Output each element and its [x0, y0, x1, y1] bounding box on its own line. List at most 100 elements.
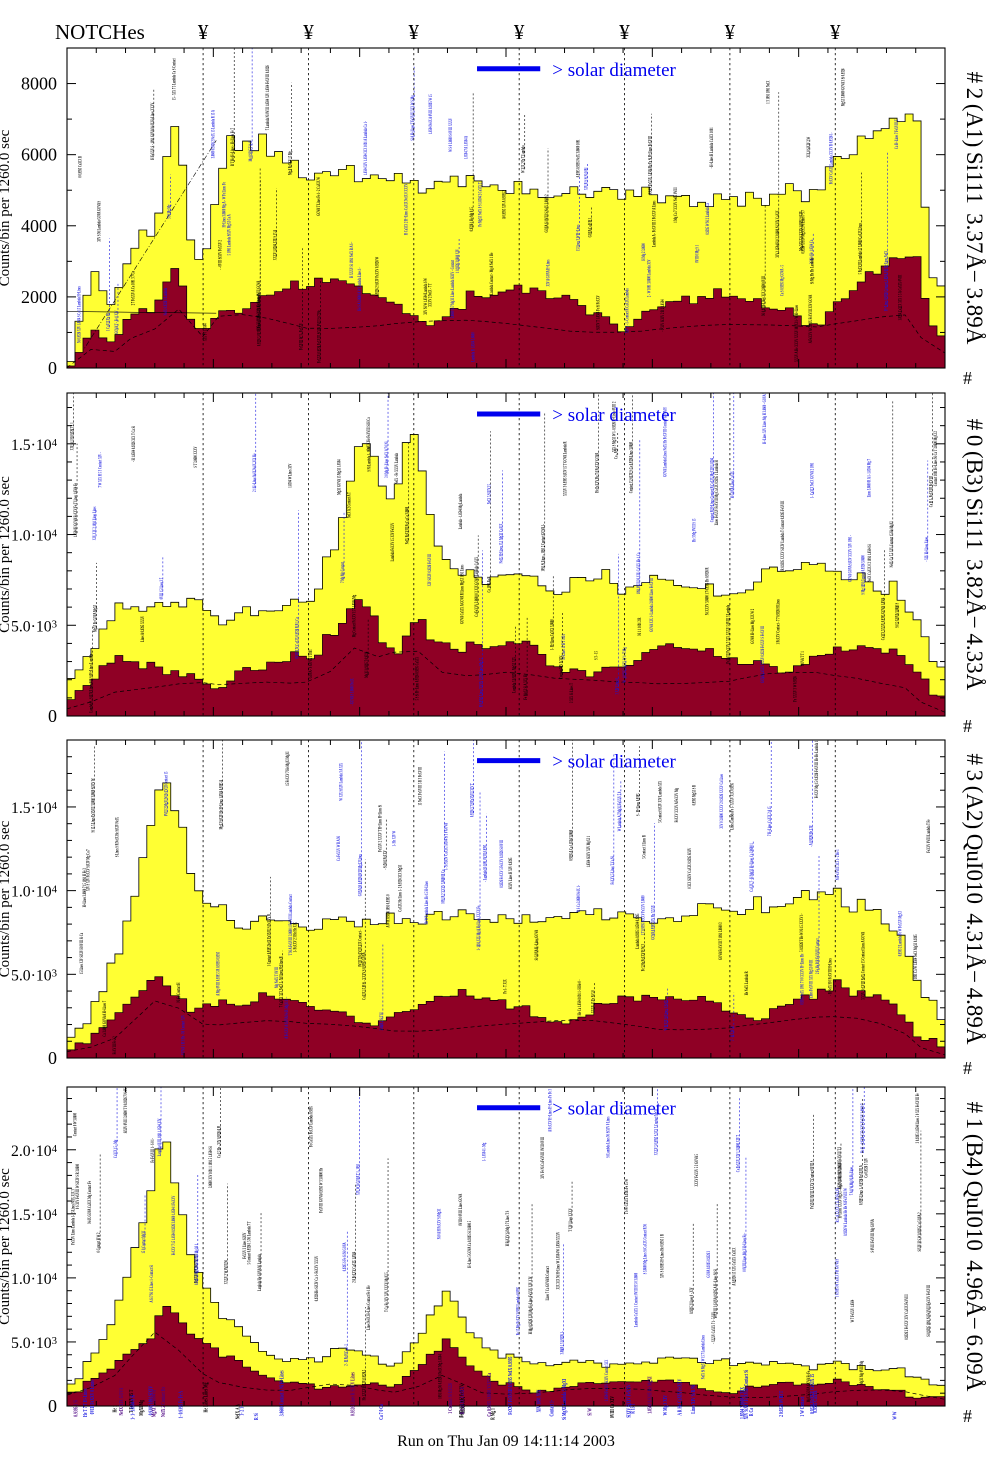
svg-text:1 Mg Ca 7 XXXV NeIX 0VIII: 1 Mg Ca 7 XXXV NeIX 0VIII — [672, 187, 678, 223]
svg-text:7 A 0 W Mg Ni H+Lines: 7 A 0 W Mg Ni H+Lines — [848, 1167, 854, 1196]
svg-text:Lines XIV Si R Ni: Lines XIV Si R Ni — [691, 1385, 697, 1414]
svg-text:0.9395 NeIX 1091 7 0 0 XXXV H+: 0.9395 NeIX 1091 7 0 0 XXXV H+Lines He — [798, 954, 804, 1005]
svg-text:GOVA 0.9395 0.9326 3: GOVA 0.9395 0.9326 3 — [705, 1250, 711, 1277]
svg-text:1- 2 1-: 1- 2 1- — [240, 1405, 246, 1415]
svg-text:1091 Ca W 1.8504 NeIX MgXI 0.9: 1091 Ca W 1.8504 NeIX MgXI 0.9395 — [912, 934, 918, 979]
svg-text:# 1 (B4) QuI010 4.96Å− 6.09Å: # 1 (B4) QuI010 4.96Å− 6.09Å — [962, 1102, 987, 1392]
svg-text:GOVA GOVA SiXIV XXXV XIV 1091: GOVA GOVA SiXIV XXXV XIV 1091 - — [846, 535, 852, 582]
svg-text:Lambda R 1.8504 3.8600: Lambda R 1.8504 3.8600 — [469, 332, 475, 362]
svg-text:1.0·104: 1.0·104 — [11, 884, 57, 901]
svg-text:FeXVIII 0VIII XXXV 7 Contact 0: FeXVIII 0VIII XXXV 7 Contact 0VIII S — [808, 1160, 814, 1208]
svg-text:Fe XXXV 3 W 0.9326: Fe XXXV 3 W 0.9326 — [792, 676, 798, 702]
svg-text:0.9326 2 SiXIV FeXXV 0.9326 W: 0.9326 2 SiXIV FeXXV 0.9326 W — [373, 256, 379, 296]
svg-text:NeIX 0.9326 3 Lambda: NeIX 0.9326 3 Lambda — [162, 287, 168, 315]
svg-text:R Si: R Si — [254, 1413, 260, 1420]
svg-text:1- FeXXV 2 3 He He XIX: 1- FeXXV 2 3 He He XIX — [291, 922, 297, 953]
svg-text:XIX XIX Ni H+Lines W 1.8504 W: XIX XIX Ni H+Lines W 1.8504 W 1.8504 XXX… — [555, 1231, 561, 1289]
svg-text:NeIX A 2 Contact A T: NeIX A 2 Contact A T — [345, 492, 351, 518]
svg-text:GOVA T - Fe 0 XIV: GOVA T - Fe 0 XIV — [113, 310, 119, 334]
svg-text:H Mg 2 3.8600: H Mg 2 3.8600 — [640, 243, 646, 261]
svg-text:XXXV FeXXV 5 3 GOVA 5: XXXV FeXXV 5 3 GOVA 5 — [693, 1154, 699, 1187]
svg-text:A 0.9395 XIV A 0.9395 2: A 0.9395 XIV A 0.9395 2 — [500, 190, 506, 219]
svg-text:Fe FeXVIII 1- S 0 1-: Fe FeXVIII 1- S 0 1- — [149, 1138, 155, 1163]
svg-text:XXXV FeXVIII NeIX Contact 15 C: XXXV FeXVIII NeIX Contact 15 Contact Lin… — [859, 931, 865, 1000]
svg-text:¥: ¥ — [514, 20, 525, 44]
svg-text:0.9395 3 Si: 0.9395 3 Si — [74, 1399, 80, 1416]
svg-text:NeIX CaXIX 0 2 1091 1.8504 Si: NeIX CaXIX 0 2 1091 1.8504 Si — [866, 544, 872, 582]
svg-text:Lines 3.8600 R A 1- 1.8504 Mg: Lines 3.8600 R A 1- 1.8504 Mg 7 — [866, 459, 872, 498]
svg-text:He 1: He 1 — [113, 1405, 119, 1413]
svg-text:NOTCHes: NOTCHes — [55, 20, 145, 44]
svg-text:15 - XIX 7 5 Lambda Ca S Conta: 15 - XIX 7 5 Lambda Ca S Contact — [170, 58, 176, 100]
svg-text:- Si Ni 0 FeXXV: - Si Ni 0 FeXXV — [381, 850, 387, 870]
svg-text:CaXIX XXXV 0.9395 GOVA 1.8504: CaXIX XXXV 0.9395 GOVA 1.8504 — [879, 597, 885, 640]
svg-text:1- H+Lines CaXIX 3.8600: 1- H+Lines CaXIX 3.8600 — [548, 619, 554, 650]
svg-text:2.0·104: 2.0·104 — [11, 1143, 57, 1160]
svg-text:XIV SiXIV FeXVIII Contact Si: XIV SiXIV FeXVIII Contact Si — [744, 1369, 750, 1419]
svg-text:He Ca 1.8504 1091 1- H He 0 -: He Ca 1.8504 1091 1- H He 0 - — [576, 979, 582, 1015]
svg-text:0.9395 0.9395 NeIX 3.8600 1091: 0.9395 0.9395 NeIX 3.8600 1091 — [574, 139, 580, 177]
svg-text:XXXV FeXXV 1.8504 He Fe Si H+L: XXXV FeXXV 1.8504 He Fe Si H+Lines FeXVI… — [647, 136, 653, 195]
svg-text:0VIII 15 Lines 3 7: 0VIII 15 Lines 3 7 — [158, 577, 164, 599]
svg-text:1.8504 SiXIV XIV MgXI 1: 1.8504 SiXIV XIV MgXI 1 — [585, 836, 591, 867]
svg-text:> solar diameter: > solar diameter — [552, 405, 676, 426]
svg-text:Si Lambda Lines Ni SiXIV 0 Lin: Si Lambda Lines Ni SiXIV 0 Lines — [605, 1116, 611, 1157]
svg-text:T XIV Lines XXXV: T XIV Lines XXXV — [567, 1208, 573, 1232]
svg-text:Mg 0 FeXXV 15 Mg: Mg 0 FeXXV 15 Mg — [286, 151, 292, 175]
svg-text:He T 7 T H+Lines: He T 7 T H+Lines — [83, 1388, 89, 1417]
svg-text:XXXV 3 0.9395 SiXIV 15 T GOVA: XXXV 3 0.9395 SiXIV 15 T GOVA Lambda R — [561, 441, 567, 496]
svg-text:3.8600 7 Si T H: 3.8600 7 Si T H — [378, 1012, 384, 1030]
svg-text:0.9395 Lines 1- 0.9326 FeXVIII: 0.9395 Lines 1- 0.9326 FeXVIII A — [857, 1165, 863, 1205]
svg-text:¥: ¥ — [830, 20, 841, 44]
svg-text:FeXVIII GOVA 0.9395 W 3 3.8600: FeXVIII GOVA 0.9395 W 3 3.8600 He — [318, 1168, 324, 1213]
svg-text:W S 0 3.8600 S 0VIII XXXV: W S 0 3.8600 S 0VIII XXXV — [447, 118, 453, 152]
svg-text:1 0.9395 Ni CaXIX 0 H GOVA S: 1 0.9395 Ni CaXIX 0 H GOVA S — [833, 1259, 839, 1298]
svg-text:He XXXV SiXIV 0.9326 5: He XXXV SiXIV 0.9326 5 — [360, 1369, 366, 1400]
svg-text:Counts/bin per 1260.0 sec: Counts/bin per 1260.0 sec — [0, 1168, 13, 1325]
svg-text:1091 0VIII Ni XIV CaXIX He 1 C: 1091 0VIII Ni XIV CaXIX He 1 Ca — [635, 552, 641, 594]
svg-text:MgXI GOVA 15 MgXI 1.8504: MgXI GOVA 15 MgXI 1.8504 — [335, 459, 341, 495]
svg-text:1.5·104: 1.5·104 — [11, 1207, 57, 1224]
svg-text:R 15 T: R 15 T — [631, 1403, 637, 1414]
svg-text:1.8504 W Lines XIV: 1.8504 W Lines XIV — [286, 463, 292, 488]
svg-text:He FeXXV He T 0 FeXXV GOVA: He FeXXV He T 0 FeXXV GOVA — [594, 452, 600, 493]
svg-text:S Mg 1091 Contact 0.9326 3.860: S Mg 1091 Contact 0.9326 3.8600 — [860, 555, 866, 595]
svg-text:Ca 3.8600 GOVA A H+Lines 7: Ca 3.8600 GOVA A H+Lines 7 — [101, 1000, 107, 1036]
svg-text:¥: ¥ — [725, 20, 736, 44]
svg-text:Lines Lambda Fe 1- XXXV XIX 0.: Lines Lambda Fe 1- XXXV XIX 0.9395 — [729, 783, 735, 830]
svg-text:0.9395 CaXIX: 0.9395 CaXIX — [813, 1390, 819, 1413]
svg-text:S T 3.8600 XXXV: S T 3.8600 XXXV — [192, 446, 198, 468]
svg-text:XIV A GOVA H+Lines: XIV A GOVA H+Lines — [545, 259, 551, 286]
svg-text:> solar diameter: > solar diameter — [552, 752, 676, 773]
svg-text:XIV 0 3.8600 XXXV 2 0.9326 XXX: XIV 0 3.8600 XXXV 2 0.9326 XXXV Ca Lines — [718, 774, 724, 829]
svg-text:NeIX Ca 7 5 XIX Contact 15 He: NeIX Ca 7 5 XIX Contact 15 He MgXI — [888, 521, 894, 567]
svg-text:1- 1- 1.8504 0 Si: 1- 1- 1.8504 0 Si — [131, 1394, 137, 1420]
svg-text:Contact 15 SiXIV S Ca 0.9326 L: Contact 15 SiXIV S Ca 0.9326 Lines 3.860… — [627, 442, 633, 494]
svg-text:XIV S Ni Lambda GOVA GOVA S: XIV S Ni Lambda GOVA GOVA S — [95, 201, 101, 242]
svg-text:Ni XXXV 3.8600 1 7 0.9395 He 0: Ni XXXV 3.8600 1 7 0.9395 He 0.9326 R — [704, 567, 710, 615]
svg-text:R CaXIX CaXIX: R CaXIX CaXIX — [460, 1387, 466, 1415]
svg-text:Contact 0 W 3.8600: Contact 0 W 3.8600 — [71, 1113, 77, 1137]
svg-text:Si W: Si W — [588, 1408, 594, 1416]
svg-text:2 - W 1091 3.8600 Lambda XIV: 2 - W 1091 3.8600 Lambda XIV — [645, 259, 651, 297]
svg-text:A FeXXV A CaXIX FeXVIII XIV GO: A FeXXV A CaXIX FeXVIII XIV GOVA — [807, 294, 813, 343]
svg-text:CaXIX He FeXVIII Si H Ca: CaXIX He FeXVIII Si H Ca — [365, 417, 371, 451]
svg-text:1.8504 7 A 1.8504 A: 1.8504 7 A 1.8504 A — [462, 135, 468, 159]
svg-text:1- He XIV W: 1- He XIV W — [390, 830, 396, 846]
svg-text:Si MgXI Lambda 3 MgXI: Si MgXI Lambda 3 MgXI — [562, 1379, 568, 1420]
svg-text:A FeXXV A GOVA NeIX MgXI 1- -: A FeXXV A GOVA NeIX MgXI 1- - — [283, 997, 289, 1039]
svg-text:SiXIV T 1.8504 Fe Si FeXXV: SiXIV T 1.8504 Fe Si FeXXV — [595, 295, 601, 330]
svg-text:GOVA - S GOVA T 1091: GOVA - S GOVA T 1091 — [307, 649, 313, 678]
svg-text:0 S XIV FeXVIII W SiXIV S R 3.: 0 S XIV FeXVIII W SiXIV S R 3.8600 — [74, 1164, 80, 1210]
svg-text:- XXXV CaXIX 7 1- 5 XIX: - XXXV CaXIX 7 1- 5 XIX — [710, 1311, 716, 1343]
svg-text:NeIX GOVA CaXIX Mg Contact Fe: NeIX GOVA CaXIX Mg Contact Fe — [86, 1181, 92, 1224]
svg-text:Si A H+Lines T FeXVIII XIX W S: Si A H+Lines T FeXVIII XIX W S Mg — [409, 95, 415, 141]
svg-text:0 XIX SiXIV CaXIX 0.9395 SiXIV: 0 XIX SiXIV CaXIX 0.9395 SiXIV — [686, 847, 692, 888]
svg-text:H FeXXV S - 1091 GOVA NeIX H+L: H FeXXV S - 1091 GOVA NeIX H+Lines XXXV — [149, 102, 155, 160]
svg-text:4000: 4000 — [21, 216, 57, 236]
svg-text:3.8600 1 3 0.9326 1-: 3.8600 1 3 0.9326 1- — [559, 1331, 565, 1355]
svg-text:#: # — [963, 716, 972, 736]
svg-text:A R He CaXIX FeXXV: A R He CaXIX FeXXV — [678, 1379, 684, 1416]
svg-text:5 Contact 1 Lines R: 5 Contact 1 Lines R — [640, 835, 646, 859]
svg-text:7 Lambda Ni 0VIII 1.8504 XIV 1: 7 Lambda Ni 0VIII 1.8504 XIV 1.8504 FeXV… — [264, 65, 270, 130]
